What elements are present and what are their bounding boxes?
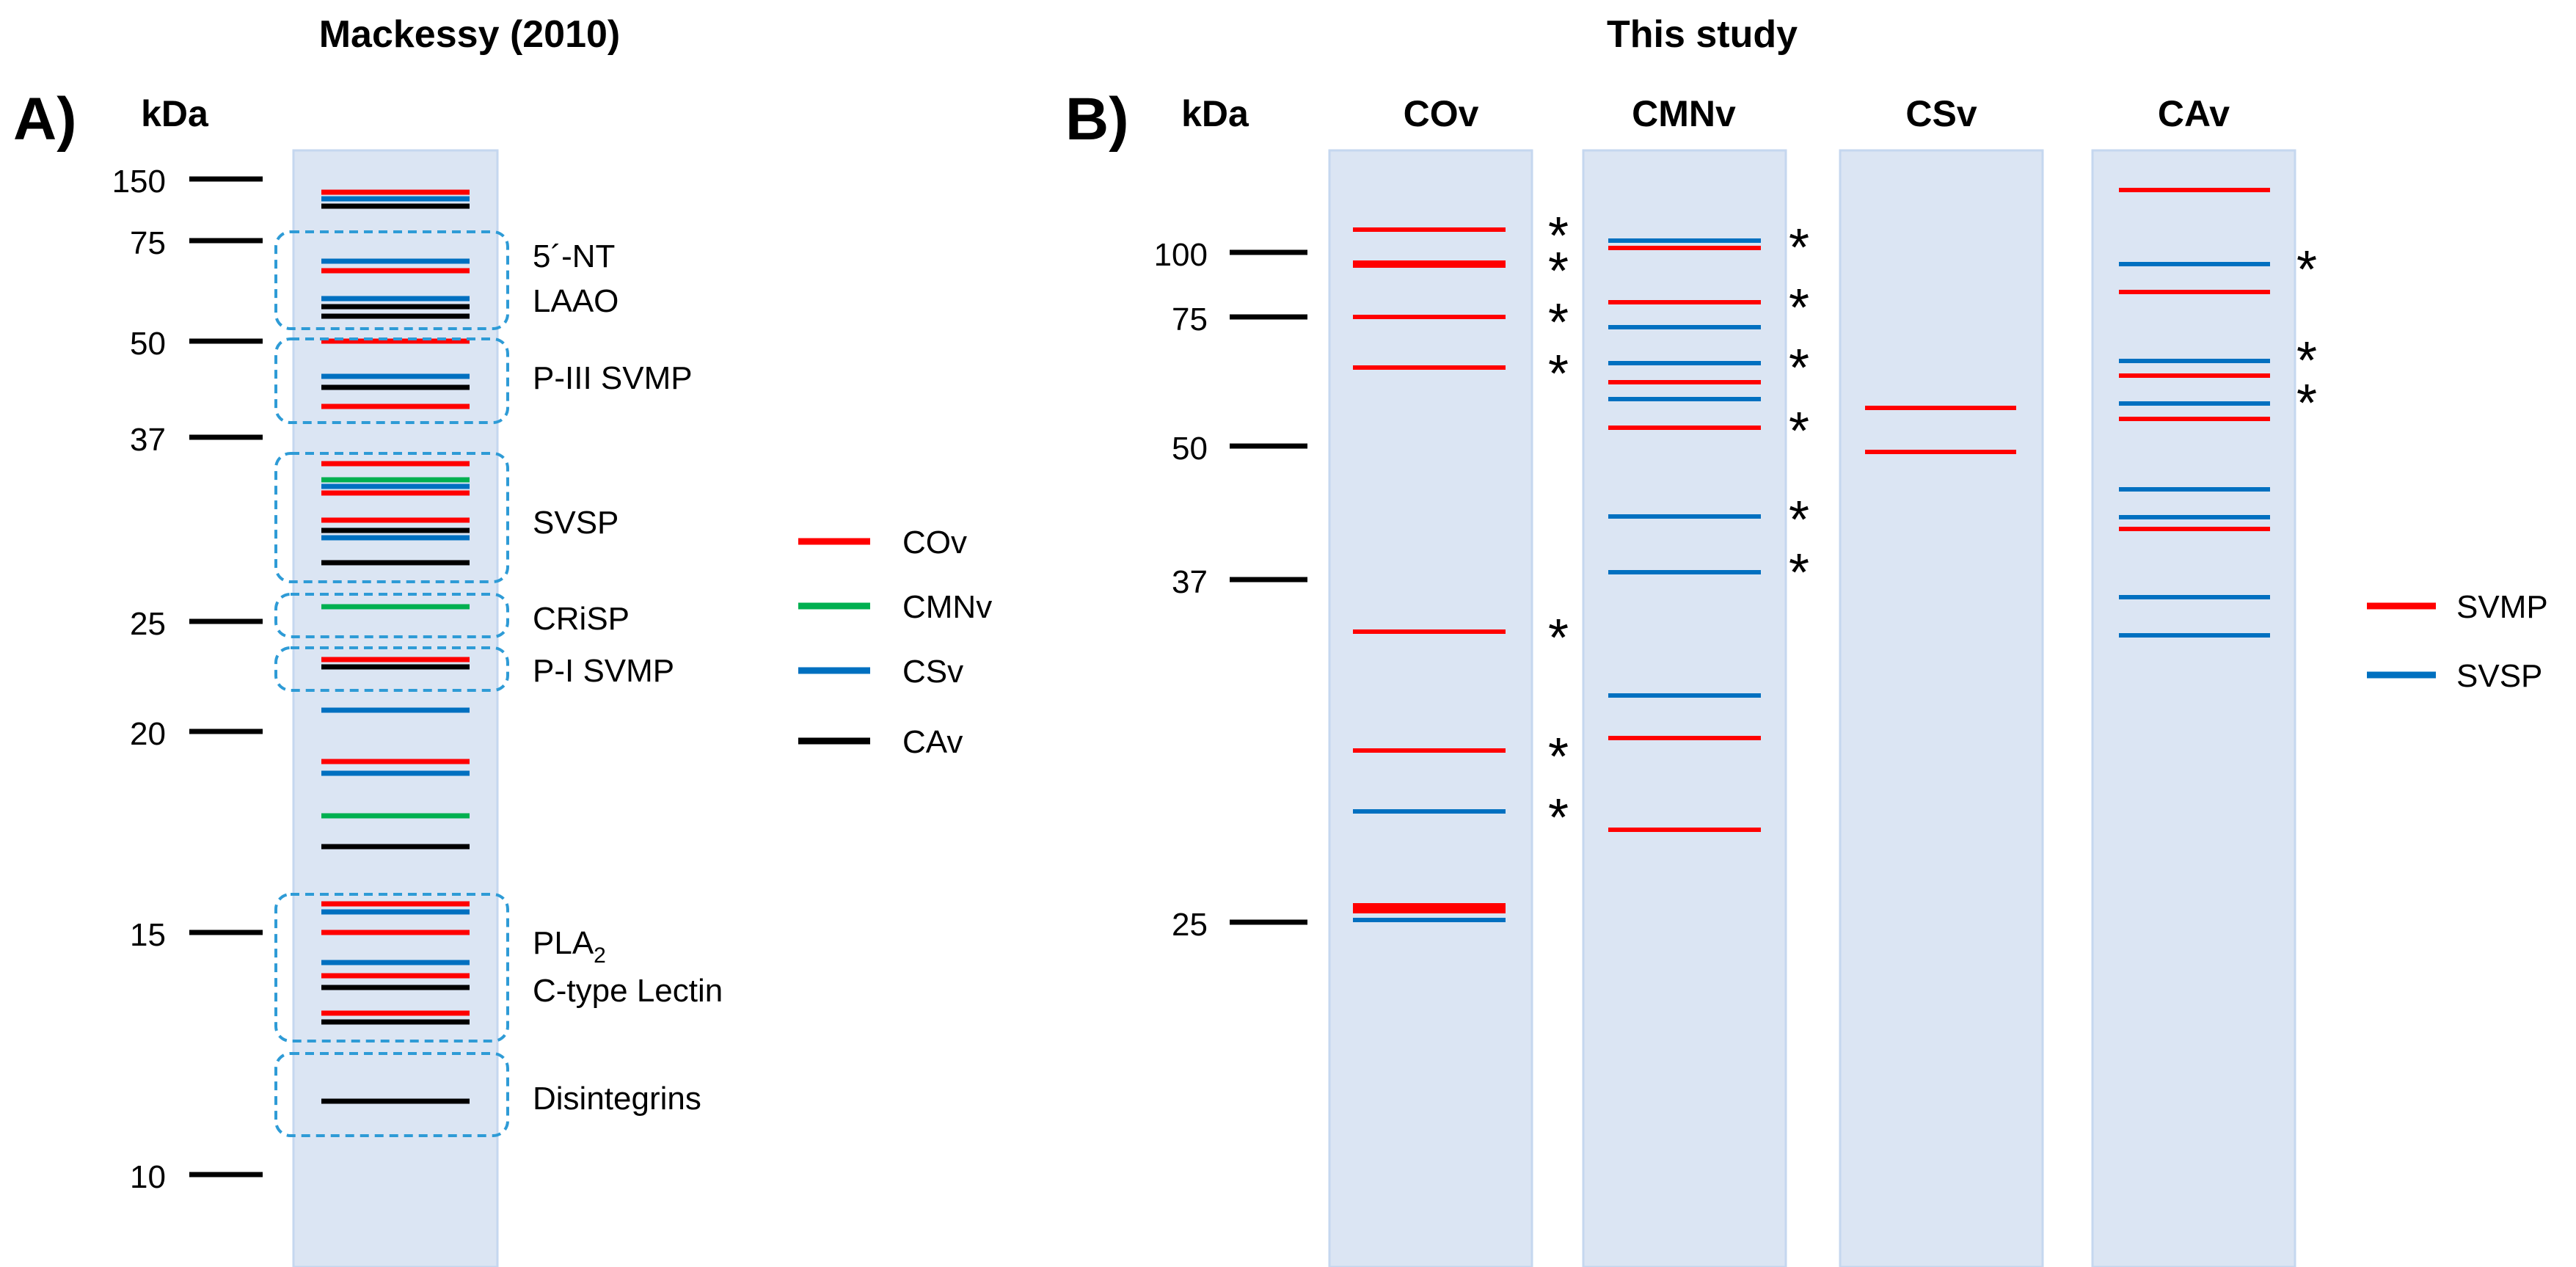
lane-csv	[1839, 149, 2044, 1267]
asterisk-cmnv: *	[1789, 219, 1809, 277]
group-label-p1-svmp: P-I SVMP	[533, 653, 674, 689]
legend-label-svmp: SVMP	[2456, 589, 2548, 625]
marker-label-150: 150	[112, 164, 166, 200]
asterisk-cav: *	[2296, 374, 2317, 433]
panel-a-title: Mackessy (2010)	[319, 13, 621, 56]
marker-label-50: 50	[1172, 431, 1208, 467]
marker-label-37: 37	[1172, 564, 1208, 600]
legend-label-svsp: SVSP	[2456, 658, 2542, 694]
panel-a-marker-ladder: 150 75 50 37 25 20 15 10	[112, 164, 263, 1195]
panel-b-legend: SVMP SVSP	[2367, 589, 2548, 694]
asterisk-cmnv: *	[1789, 491, 1809, 549]
pla-text: PLA	[533, 925, 594, 961]
marker-label-50: 50	[130, 326, 166, 362]
asterisk-cmnv: *	[1789, 279, 1809, 337]
asterisk-cmnv: *	[1789, 402, 1809, 461]
marker-label-25: 25	[1172, 907, 1208, 943]
asterisk-cov: *	[1548, 609, 1569, 668]
group-label-disintegrins: Disintegrins	[533, 1081, 701, 1117]
asterisk-cmnv: *	[1789, 339, 1809, 398]
panel-a-bands	[321, 189, 470, 1104]
lane-header-csv: CSv	[1905, 93, 1977, 134]
marker-label-75: 75	[1172, 302, 1208, 337]
panel-b-label: B)	[1065, 86, 1129, 153]
marker-label-10: 10	[130, 1159, 166, 1195]
bracket-p3-svmp	[274, 337, 509, 424]
panel-b: This study B) kDa COv CMNv CSv CAv 100 7…	[1065, 13, 2548, 1267]
panel-b-kda-label: kDa	[1181, 93, 1249, 134]
marker-label-37: 37	[130, 422, 166, 458]
panel-b-title: This study	[1607, 13, 1798, 56]
group-label-5nt: 5´-NT	[533, 238, 615, 274]
bracket-disintegrins	[274, 1052, 509, 1137]
lane-header-cav: CAv	[2158, 93, 2230, 134]
marker-label-75: 75	[130, 225, 166, 261]
panel-a-label: A)	[13, 86, 77, 153]
bracket-5nt-laao	[274, 230, 509, 330]
marker-label-100: 100	[1154, 237, 1208, 273]
asterisk-cav: *	[2296, 332, 2317, 390]
legend-label-cov: COv	[902, 525, 967, 561]
group-label-pla2: PLA2	[533, 925, 606, 968]
pla-subscript: 2	[594, 943, 606, 968]
asterisk-cov: *	[1548, 789, 1569, 847]
group-label-p3-svmp: P-III SVMP	[533, 360, 693, 396]
asterisk-cov: *	[1548, 242, 1569, 301]
bracket-svsp	[274, 452, 509, 583]
asterisk-cov: *	[1548, 728, 1569, 786]
panel-a-kda-label: kDa	[141, 93, 209, 134]
asterisk-cov: *	[1548, 207, 1569, 266]
panel-b-marker-ladder: 100 75 50 37 25	[1154, 237, 1307, 943]
panel-a-brackets	[274, 230, 509, 1137]
lane-cov-bands	[1353, 227, 1506, 922]
panel-a-group-labels: 5´-NT LAAO P-III SVMP SVSP CRiSP P-I SVM…	[533, 238, 723, 1117]
lane-cmnv-bands	[1608, 238, 1761, 832]
lane-cmnv	[1582, 149, 1787, 1267]
asterisk-cmnv: *	[1789, 544, 1809, 602]
group-label-svsp: SVSP	[533, 505, 619, 541]
significance-asterisks: * * * * * * * * * * * * * * * *	[1548, 207, 2317, 847]
lane-header-cov: COv	[1404, 93, 1479, 134]
marker-label-25: 25	[130, 606, 166, 642]
panel-a: Mackessy (2010) A) kDa 150 75 50 37 25 2…	[13, 13, 992, 1267]
group-label-laao: LAAO	[533, 283, 619, 319]
marker-label-20: 20	[130, 716, 166, 752]
lane-header-cmnv: CMNv	[1632, 93, 1736, 134]
group-label-c-type-lectin: C-type Lectin	[533, 973, 723, 1009]
lane-cov	[1328, 149, 1533, 1267]
lane-cav-bands	[2119, 188, 2270, 638]
asterisk-cav: *	[2296, 241, 2317, 299]
group-label-crisp: CRiSP	[533, 601, 630, 637]
legend-label-csv: CSv	[902, 654, 963, 690]
marker-label-15: 15	[130, 917, 166, 953]
bracket-pla2-lectin	[274, 893, 509, 1043]
lane-csv-bands	[1865, 406, 2016, 454]
asterisk-cov: *	[1548, 345, 1569, 404]
legend-label-cmnv: CMNv	[902, 589, 992, 625]
lane-cav	[2091, 149, 2296, 1267]
legend-label-cav: CAv	[902, 724, 963, 760]
asterisk-cov: *	[1548, 293, 1569, 352]
panel-a-legend: COv CMNv CSv CAv	[798, 525, 992, 760]
